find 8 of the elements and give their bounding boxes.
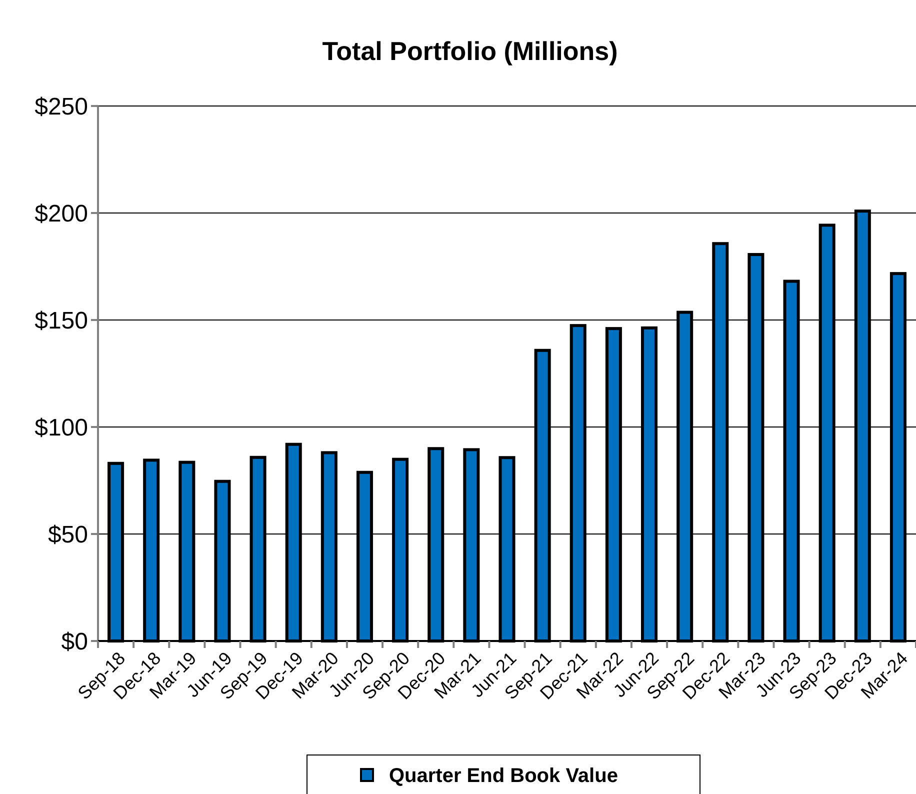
y-tick-label: $200 xyxy=(34,200,88,228)
y-tick-label: $50 xyxy=(48,521,88,548)
legend-label: Quarter End Book Value xyxy=(389,765,618,787)
chart-title: Total Portfolio (Millions) xyxy=(322,36,618,66)
y-tick-label: $250 xyxy=(34,93,88,120)
y-tick-label: $150 xyxy=(34,307,88,334)
y-tick-label: $0 xyxy=(61,628,88,656)
y-tick-label: $100 xyxy=(34,414,88,442)
